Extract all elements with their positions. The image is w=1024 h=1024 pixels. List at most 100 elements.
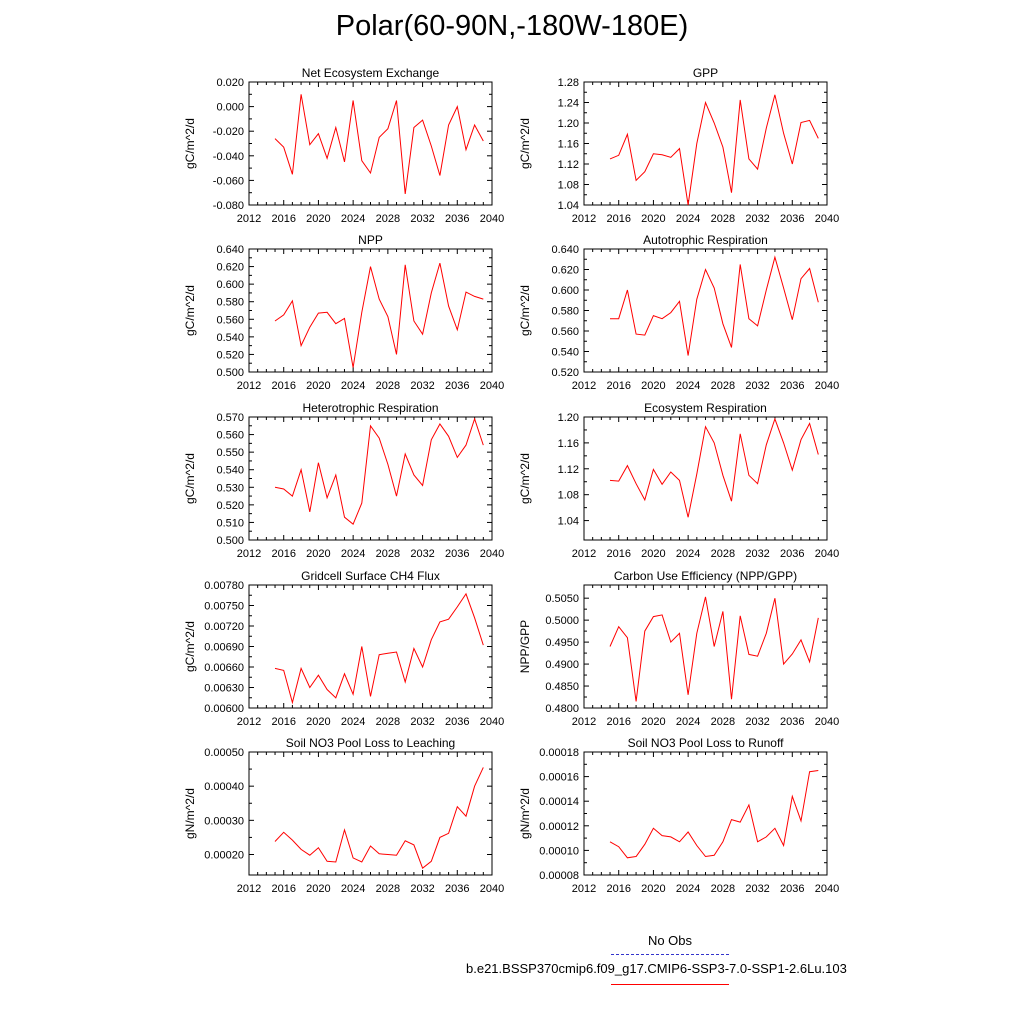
- x-tick-label: 2040: [480, 380, 504, 392]
- y-tick-label: 0.00018: [539, 747, 579, 759]
- x-tick-label: 2016: [271, 883, 295, 895]
- x-tick-label: 2020: [641, 213, 665, 225]
- y-tick-label: 1.08: [558, 490, 579, 502]
- x-tick-label: 2028: [376, 716, 400, 728]
- y-tick-label: 0.5050: [545, 593, 579, 605]
- plot-title: Soil NO3 Pool Loss to Leaching: [286, 736, 455, 750]
- legend-obs-line: [611, 954, 729, 955]
- x-tick-label: 2016: [271, 548, 295, 560]
- plot-frame: [583, 584, 828, 709]
- x-tick-label: 2020: [641, 716, 665, 728]
- x-tick-label: 2040: [815, 716, 839, 728]
- y-tick-label: 1.20: [558, 118, 579, 130]
- x-tick-label: 2036: [780, 213, 804, 225]
- x-tick-label: 2040: [480, 548, 504, 560]
- x-tick-label: 2032: [745, 883, 769, 895]
- y-axis-label: gN/m^2/d: [518, 788, 532, 839]
- y-tick-label: 0.620: [551, 265, 579, 277]
- x-tick-label: 2012: [237, 213, 261, 225]
- x-tick-label: 2020: [306, 213, 330, 225]
- x-tick-label: 2012: [572, 883, 596, 895]
- y-tick-label: 0.00720: [204, 621, 244, 633]
- y-tick-label: 1.16: [558, 438, 579, 450]
- x-tick-label: 2032: [410, 213, 434, 225]
- x-tick-label: 2024: [341, 883, 365, 895]
- x-tick-label: 2020: [306, 380, 330, 392]
- legend-run-label: b.e21.BSSP370cmip6.f09_g17.CMIP6-SSP3-7.…: [466, 961, 847, 976]
- y-tick-label: 0.00012: [539, 821, 579, 833]
- plot-frame: [583, 81, 828, 206]
- x-tick-label: 2024: [341, 548, 365, 560]
- x-tick-label: 2012: [572, 548, 596, 560]
- x-tick-label: 2024: [676, 716, 700, 728]
- series-line: [274, 417, 484, 526]
- y-tick-label: 0.560: [216, 430, 244, 442]
- y-axis-label: gC/m^2/d: [518, 285, 532, 336]
- x-tick-label: 2036: [445, 380, 469, 392]
- y-tick-label: 1.28: [558, 77, 579, 89]
- y-tick-label: 0.00630: [204, 683, 244, 695]
- x-tick-label: 2024: [676, 548, 700, 560]
- y-tick-label: 0.540: [216, 332, 244, 344]
- plot-frame: [248, 81, 493, 206]
- y-axis-label: gC/m^2/d: [183, 285, 197, 336]
- x-tick-label: 2032: [745, 716, 769, 728]
- y-tick-label: 0.640: [216, 244, 244, 256]
- x-tick-label: 2012: [572, 380, 596, 392]
- x-tick-label: 2016: [271, 716, 295, 728]
- plot-title: Net Ecosystem Exchange: [302, 66, 440, 80]
- y-tick-label: -0.060: [213, 175, 244, 187]
- x-tick-label: 2036: [780, 548, 804, 560]
- y-tick-label: 0.020: [216, 77, 244, 89]
- x-tick-label: 2036: [780, 883, 804, 895]
- y-tick-label: 0.00780: [204, 580, 244, 592]
- x-tick-label: 2024: [676, 213, 700, 225]
- x-tick-label: 2040: [815, 380, 839, 392]
- plot-title: Ecosystem Respiration: [644, 401, 767, 415]
- y-axis-label: gC/m^2/d: [518, 453, 532, 504]
- y-tick-label: 0.00010: [539, 845, 579, 857]
- y-tick-label: 1.20: [558, 412, 579, 424]
- x-tick-label: 2020: [306, 548, 330, 560]
- y-tick-label: 0.620: [216, 262, 244, 274]
- y-tick-label: 1.12: [558, 159, 579, 171]
- x-tick-label: 2032: [410, 548, 434, 560]
- y-tick-label: 0.520: [551, 367, 579, 379]
- x-tick-label: 2028: [711, 883, 735, 895]
- x-tick-label: 2028: [711, 380, 735, 392]
- x-tick-label: 2012: [237, 380, 261, 392]
- plot-frame: [583, 248, 828, 373]
- y-tick-label: -0.020: [213, 126, 244, 138]
- x-tick-label: 2028: [376, 883, 400, 895]
- x-tick-label: 2012: [237, 716, 261, 728]
- y-tick-label: 1.08: [558, 180, 579, 192]
- x-tick-label: 2028: [711, 548, 735, 560]
- y-tick-label: 0.550: [216, 447, 244, 459]
- plot-frame: [248, 584, 493, 709]
- y-axis-label: gC/m^2/d: [183, 621, 197, 672]
- y-tick-label: 0.580: [216, 297, 244, 309]
- y-axis-label: NPP/GPP: [518, 620, 532, 673]
- series-line: [610, 255, 819, 356]
- y-axis-label: gC/m^2/d: [183, 453, 197, 504]
- y-tick-label: 0.530: [216, 482, 244, 494]
- y-tick-label: 0.4850: [545, 681, 579, 693]
- x-tick-label: 2016: [606, 548, 630, 560]
- y-tick-label: 0.00660: [204, 662, 244, 674]
- y-tick-label: 0.520: [216, 349, 244, 361]
- y-tick-label: 0.00040: [204, 781, 244, 793]
- x-tick-label: 2036: [780, 716, 804, 728]
- plot-title: Gridcell Surface CH4 Flux: [301, 569, 440, 583]
- x-tick-label: 2024: [341, 213, 365, 225]
- x-tick-label: 2012: [237, 883, 261, 895]
- y-tick-label: 0.640: [551, 244, 579, 256]
- x-tick-label: 2024: [676, 380, 700, 392]
- y-tick-label: 0.520: [216, 500, 244, 512]
- x-tick-label: 2036: [445, 213, 469, 225]
- plot-title: GPP: [693, 66, 718, 80]
- series-line: [609, 596, 819, 702]
- x-tick-label: 2032: [410, 380, 434, 392]
- x-tick-label: 2040: [480, 716, 504, 728]
- y-tick-label: 1.12: [558, 464, 579, 476]
- series-line: [274, 262, 484, 368]
